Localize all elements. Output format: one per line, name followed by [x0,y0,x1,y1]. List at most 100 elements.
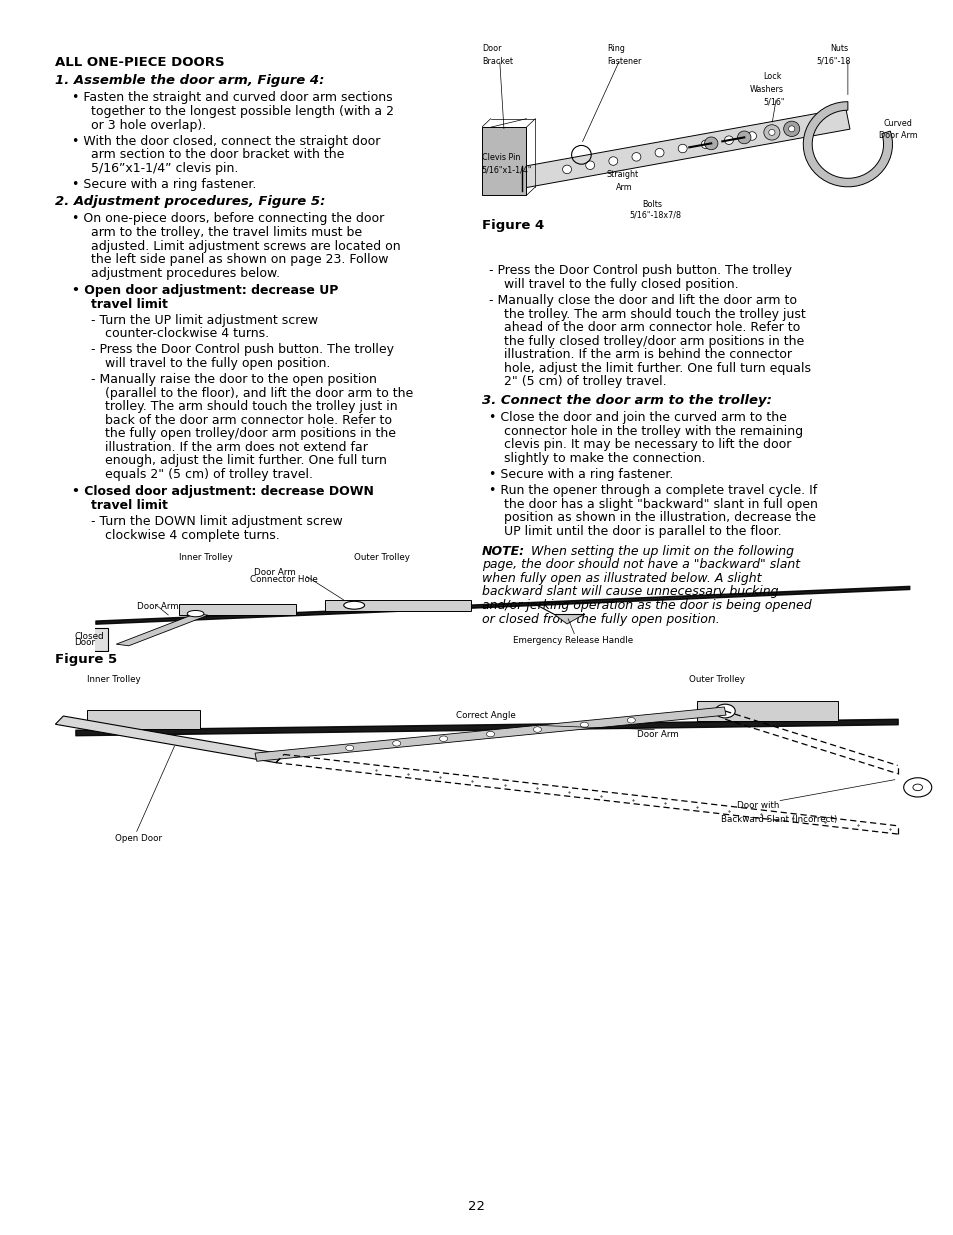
Text: When setting the up limit on the following: When setting the up limit on the followi… [526,545,793,558]
Text: Door Arm: Door Arm [137,601,179,610]
Text: Nuts: Nuts [829,44,847,53]
Text: 1. Assemble the door arm, Figure 4:: 1. Assemble the door arm, Figure 4: [55,74,324,88]
Circle shape [486,731,494,737]
Text: equals 2" (5 cm) of trolley travel.: equals 2" (5 cm) of trolley travel. [105,468,313,482]
Circle shape [579,722,588,727]
Circle shape [763,125,780,140]
Text: ALL ONE-PIECE DOORS: ALL ONE-PIECE DOORS [55,56,225,69]
Text: • Close the door and join the curved arm to the: • Close the door and join the curved arm… [489,411,786,425]
Text: the left side panel as shown on page 23. Follow: the left side panel as shown on page 23.… [91,253,388,267]
Text: travel limit: travel limit [91,298,168,311]
Text: 2" (5 cm) of trolley travel.: 2" (5 cm) of trolley travel. [503,375,665,389]
Text: will travel to the fully closed position.: will travel to the fully closed position… [503,278,738,291]
Text: Outer Trolley: Outer Trolley [354,553,410,562]
Circle shape [768,130,774,136]
Polygon shape [481,127,526,195]
Text: 5/16"-18x7/8: 5/16"-18x7/8 [628,210,680,220]
Text: 3. Connect the door arm to the trolley:: 3. Connect the door arm to the trolley: [481,394,771,408]
Text: position as shown in the illustration, decrease the: position as shown in the illustration, d… [503,511,815,525]
Text: • Secure with a ring fastener.: • Secure with a ring fastener. [71,178,255,191]
Text: Door Arm: Door Arm [253,568,295,578]
Text: the door has a slight "backward" slant in full open: the door has a slight "backward" slant i… [503,498,817,511]
Text: Open Door: Open Door [115,834,162,844]
Text: hole, adjust the limit further. One full turn equals: hole, adjust the limit further. One full… [503,362,810,375]
Text: Closed: Closed [74,631,104,641]
Text: back of the door arm connector hole. Refer to: back of the door arm connector hole. Ref… [105,414,392,427]
Text: • Closed door adjustment: decrease DOWN: • Closed door adjustment: decrease DOWN [71,485,373,499]
Text: (parallel to the floor), and lift the door arm to the: (parallel to the floor), and lift the do… [105,387,413,400]
Text: Correct Angle: Correct Angle [456,710,516,720]
Circle shape [715,704,735,718]
Polygon shape [802,101,891,186]
Circle shape [737,131,750,143]
Text: Door: Door [74,638,95,647]
Text: arm section to the door bracket with the: arm section to the door bracket with the [91,148,344,162]
Text: Straight: Straight [606,170,639,179]
Text: Lock: Lock [762,72,781,80]
Text: when fully open as illustrated below. A slight: when fully open as illustrated below. A … [481,572,760,585]
Text: Arm: Arm [615,183,632,191]
Text: NOTE:: NOTE: [481,545,524,558]
Circle shape [562,165,571,174]
Text: trolley. The arm should touch the trolley just in: trolley. The arm should touch the trolle… [105,400,397,414]
FancyBboxPatch shape [88,710,199,729]
Text: will travel to the fully open position.: will travel to the fully open position. [105,357,330,370]
Text: connector hole in the trolley with the remaining: connector hole in the trolley with the r… [503,425,802,438]
Text: Bracket: Bracket [481,57,512,65]
FancyBboxPatch shape [178,604,295,615]
Circle shape [585,161,594,169]
Polygon shape [254,706,725,761]
Text: 5/16”x1-1/4” clevis pin.: 5/16”x1-1/4” clevis pin. [91,162,237,175]
Text: Inner Trolley: Inner Trolley [178,553,233,562]
Text: 5/16"-18: 5/16"-18 [816,57,850,65]
Text: the trolley. The arm should touch the trolley just: the trolley. The arm should touch the tr… [503,308,804,321]
Text: Outer Trolley: Outer Trolley [688,674,744,684]
Text: Ring: Ring [606,44,624,53]
Circle shape [608,157,618,165]
Text: ahead of the door arm connector hole. Refer to: ahead of the door arm connector hole. Re… [503,321,800,335]
Text: Door Arm: Door Arm [879,131,917,141]
FancyBboxPatch shape [325,600,471,611]
Circle shape [627,718,635,722]
Text: Figure 5: Figure 5 [55,653,117,667]
Text: counter-clockwise 4 turns.: counter-clockwise 4 turns. [105,327,269,341]
Text: 2. Adjustment procedures, Figure 5:: 2. Adjustment procedures, Figure 5: [55,195,325,209]
Polygon shape [515,109,849,189]
Circle shape [533,726,541,732]
Text: • Run the opener through a complete travel cycle. If: • Run the opener through a complete trav… [489,484,817,498]
Circle shape [747,132,756,141]
Text: • Open door adjustment: decrease UP: • Open door adjustment: decrease UP [71,284,337,298]
Text: - Press the Door Control push button. The trolley: - Press the Door Control push button. Th… [489,264,792,278]
Text: Emergency Release Handle: Emergency Release Handle [513,636,632,646]
Text: or closed from the fully open position.: or closed from the fully open position. [481,613,719,626]
Circle shape [393,741,400,746]
Text: Inner Trolley: Inner Trolley [88,674,141,684]
Polygon shape [116,614,208,646]
Text: adjusted. Limit adjustment screws are located on: adjusted. Limit adjustment screws are lo… [91,240,400,253]
Text: • With the door closed, connect the straight door: • With the door closed, connect the stra… [71,135,379,148]
Text: Curved: Curved [882,119,911,127]
Text: arm to the trolley, the travel limits must be: arm to the trolley, the travel limits mu… [91,226,361,240]
Text: • Secure with a ring fastener.: • Secure with a ring fastener. [489,468,673,482]
Text: the fully closed trolley/door arm positions in the: the fully closed trolley/door arm positi… [503,335,803,348]
Text: Figure 4: Figure 4 [481,219,543,232]
Circle shape [343,601,364,609]
Circle shape [678,144,686,153]
Text: Door Arm: Door Arm [637,730,678,739]
Text: Fastener: Fastener [606,57,640,65]
Text: - Manually raise the door to the open position: - Manually raise the door to the open po… [91,373,376,387]
Text: • On one-piece doors, before connecting the door: • On one-piece doors, before connecting … [71,212,383,226]
Text: or 3 hole overlap).: or 3 hole overlap). [91,119,206,132]
Text: 5/16": 5/16" [762,98,783,106]
Text: - Turn the UP limit adjustment screw: - Turn the UP limit adjustment screw [91,314,317,327]
Text: illustration. If the arm does not extend far: illustration. If the arm does not extend… [105,441,368,454]
Text: Door: Door [481,44,500,53]
Text: Bolts: Bolts [641,200,661,209]
Text: Connector Hole: Connector Hole [250,574,317,584]
Text: • Fasten the straight and curved door arm sections: • Fasten the straight and curved door ar… [71,91,392,105]
Text: backward slant will cause unnecessary bucking: backward slant will cause unnecessary bu… [481,585,778,599]
Text: illustration. If the arm is behind the connector: illustration. If the arm is behind the c… [503,348,791,362]
Text: 22: 22 [468,1199,485,1213]
Text: UP limit until the door is parallel to the floor.: UP limit until the door is parallel to t… [503,525,781,538]
Text: - Press the Door Control push button. The trolley: - Press the Door Control push button. Th… [91,343,394,357]
